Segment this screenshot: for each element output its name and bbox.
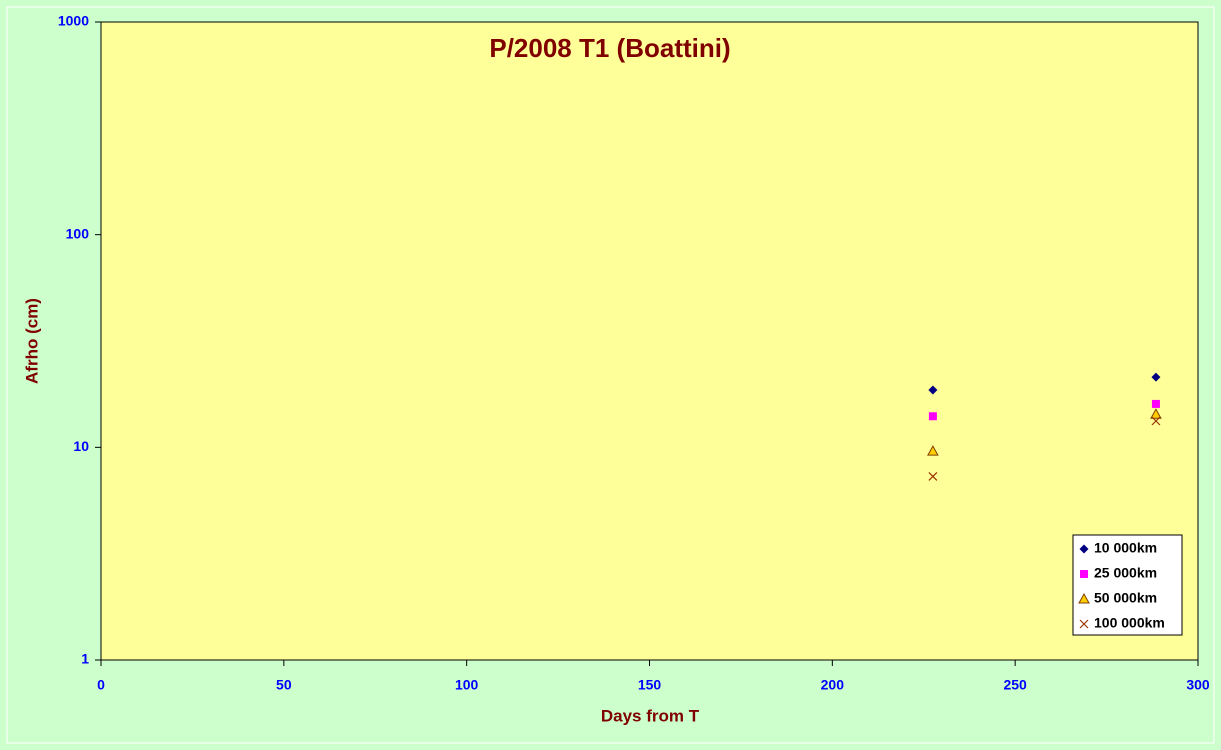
marker-square: [1151, 399, 1160, 408]
x-tick-label: 300: [1186, 677, 1210, 693]
legend-label: 50 000km: [1094, 590, 1157, 606]
y-axis-label: Afrho (cm): [22, 298, 41, 384]
x-tick-label: 200: [821, 677, 845, 693]
marker-square: [928, 412, 937, 421]
marker-x: [1079, 619, 1089, 629]
legend-label: 100 000km: [1094, 615, 1165, 631]
marker-triangle: [1150, 408, 1162, 419]
x-tick-label: 100: [455, 677, 479, 693]
marker-x: [1151, 416, 1161, 426]
y-tick-label: 10: [73, 438, 89, 454]
marker-square: [1080, 570, 1088, 578]
marker-diamond: [1151, 372, 1161, 382]
marker-x: [928, 471, 938, 481]
y-tick-label: 1: [81, 651, 89, 667]
marker-triangle: [1078, 592, 1090, 604]
chart-border: [6, 6, 1215, 744]
marker-diamond: [1079, 544, 1089, 554]
legend-label: 10 000km: [1094, 540, 1157, 556]
plot-area: [100, 21, 1199, 661]
x-tick-label: 0: [97, 677, 105, 693]
marker-diamond: [928, 385, 938, 395]
x-tick-label: 150: [638, 677, 662, 693]
x-tick-label: 50: [276, 677, 292, 693]
y-tick-label: 1000: [58, 13, 89, 29]
legend-label: 25 000km: [1094, 565, 1157, 581]
chart-title: P/2008 T1 (Boattini): [489, 33, 730, 63]
y-tick-label: 100: [66, 225, 90, 241]
x-axis-label: Days from T: [601, 706, 700, 725]
legend-box: [1072, 534, 1183, 636]
x-tick-label: 250: [1003, 677, 1027, 693]
marker-triangle: [927, 445, 939, 456]
